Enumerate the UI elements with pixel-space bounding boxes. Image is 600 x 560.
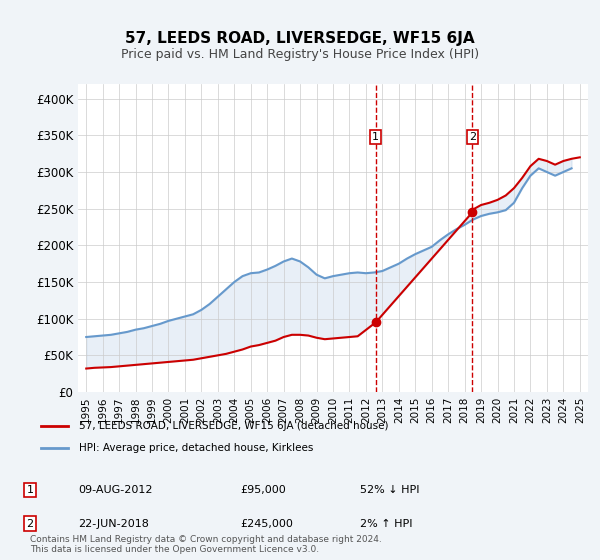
Text: 2: 2 bbox=[26, 519, 34, 529]
Text: £95,000: £95,000 bbox=[240, 485, 286, 495]
Text: Contains HM Land Registry data © Crown copyright and database right 2024.
This d: Contains HM Land Registry data © Crown c… bbox=[30, 535, 382, 554]
Text: HPI: Average price, detached house, Kirklees: HPI: Average price, detached house, Kirk… bbox=[79, 443, 313, 453]
Text: 52% ↓ HPI: 52% ↓ HPI bbox=[360, 485, 419, 495]
Text: 22-JUN-2018: 22-JUN-2018 bbox=[78, 519, 149, 529]
Text: 57, LEEDS ROAD, LIVERSEDGE, WF15 6JA (detached house): 57, LEEDS ROAD, LIVERSEDGE, WF15 6JA (de… bbox=[79, 421, 388, 431]
Text: 2: 2 bbox=[469, 132, 476, 142]
Text: 1: 1 bbox=[372, 132, 379, 142]
Text: £245,000: £245,000 bbox=[240, 519, 293, 529]
Text: 1: 1 bbox=[26, 485, 34, 495]
Text: Price paid vs. HM Land Registry's House Price Index (HPI): Price paid vs. HM Land Registry's House … bbox=[121, 48, 479, 60]
Text: 09-AUG-2012: 09-AUG-2012 bbox=[78, 485, 152, 495]
Text: 2% ↑ HPI: 2% ↑ HPI bbox=[360, 519, 413, 529]
Text: 57, LEEDS ROAD, LIVERSEDGE, WF15 6JA: 57, LEEDS ROAD, LIVERSEDGE, WF15 6JA bbox=[125, 31, 475, 46]
